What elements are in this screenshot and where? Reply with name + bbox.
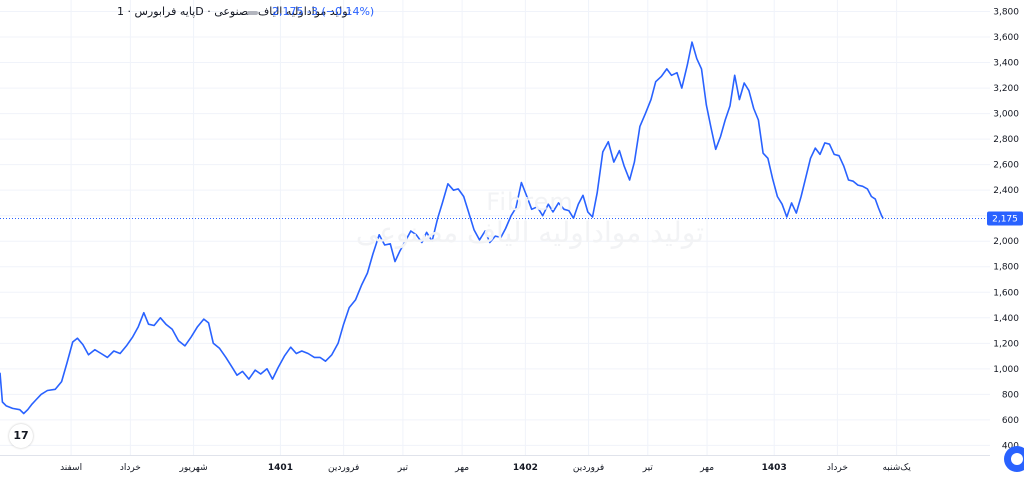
- last-price-label: 2,175: [992, 215, 1018, 225]
- legend-collapse-icon[interactable]: [247, 11, 258, 15]
- x-tick-label: 1403: [762, 463, 787, 473]
- x-tick-label: یک‌شنبه: [882, 463, 911, 473]
- y-tick-label: 2,000: [993, 237, 1019, 247]
- symbol-watermark: Fibrem تولید مواداولیه الیاف مصنوعی: [300, 188, 760, 249]
- y-tick-label: 2,800: [993, 135, 1019, 145]
- x-tick-label: شهریور: [178, 463, 207, 473]
- last-price-badge: 2,175: [987, 211, 1023, 226]
- y-tick-label: 1,400: [993, 314, 1019, 324]
- x-tick-label: 1401: [268, 463, 293, 473]
- grid-lines: [0, 0, 990, 455]
- y-tick-label: 3,800: [993, 7, 1019, 17]
- y-tick-label: 1,800: [993, 263, 1019, 273]
- y-axis-labels: 4006008001,0001,2001,4001,6001,8002,0002…: [993, 7, 1019, 451]
- scroll-to-realtime-button[interactable]: [1004, 446, 1024, 472]
- x-tick-label: خرداد: [120, 463, 141, 473]
- watermark-symbol: Fibrem: [486, 188, 574, 216]
- arrow-icon: [1011, 453, 1023, 465]
- chart-legend: پایه فرابورس · 1D · تولید مواداولیه الیا…: [6, 5, 374, 21]
- x-tick-label: 1402: [513, 463, 538, 473]
- y-tick-label: 3,000: [993, 110, 1019, 120]
- x-tick-label: خرداد: [827, 463, 848, 473]
- x-tick-label: تیر: [397, 463, 409, 473]
- x-tick-label: تیر: [642, 463, 654, 473]
- y-tick-label: 3,400: [993, 59, 1019, 69]
- x-axis-labels: اسفند خرداد شهریور 1401 فروردین تیر مهر 1402 فرو…: [60, 463, 911, 473]
- x-tick-label: اسفند: [60, 463, 82, 473]
- y-tick-label: 600: [1002, 416, 1019, 426]
- y-tick-label: 1,600: [993, 288, 1019, 298]
- y-tick-label: 3,200: [993, 84, 1019, 94]
- x-tick-label: فروردین: [573, 463, 604, 473]
- watermark-name: تولید مواداولیه الیاف مصنوعی: [355, 216, 705, 249]
- y-tick-label: 1,000: [993, 365, 1019, 375]
- y-tick-label: 800: [1002, 390, 1019, 400]
- y-tick-label: 3,600: [993, 33, 1019, 43]
- x-tick-label: مهر: [699, 463, 714, 473]
- price-series-line: [0, 41, 884, 415]
- tradingview-logo-icon[interactable]: 17: [9, 424, 33, 448]
- legend-price-change: 2,175 -3 (−0.14%): [272, 5, 375, 18]
- y-tick-label: 2,600: [993, 161, 1019, 171]
- y-tick-label: 2,400: [993, 186, 1019, 196]
- x-tick-label: فروردین: [328, 463, 359, 473]
- y-tick-label: 1,200: [993, 339, 1019, 349]
- x-tick-label: مهر: [454, 463, 469, 473]
